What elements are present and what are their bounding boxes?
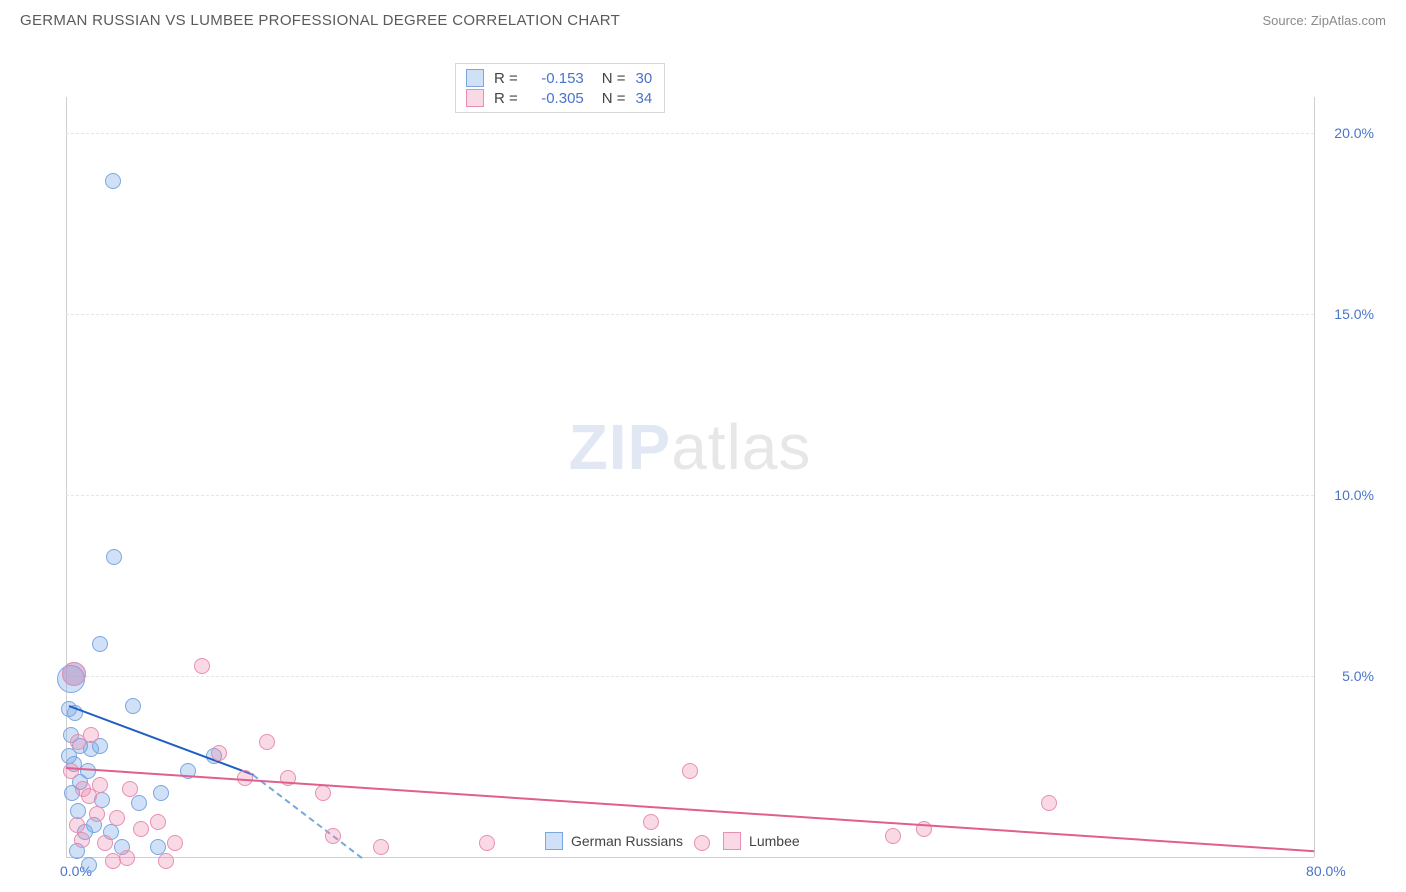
chart-header: GERMAN RUSSIAN VS LUMBEE PROFESSIONAL DE… (0, 0, 1406, 37)
data-point-lumbee (150, 814, 166, 830)
y-tick-label: 20.0% (1319, 125, 1374, 141)
data-point-lumbee (92, 777, 108, 793)
stat-swatch (466, 89, 484, 107)
legend-swatch (545, 832, 563, 850)
data-point-lumbee (133, 821, 149, 837)
data-point-lumbee (97, 835, 113, 851)
x-tick-label: 80.0% (1306, 863, 1346, 879)
chart-title: GERMAN RUSSIAN VS LUMBEE PROFESSIONAL DE… (20, 12, 620, 29)
data-point-lumbee (75, 781, 91, 797)
data-point-lumbee (74, 832, 90, 848)
y-tick-label: 15.0% (1319, 306, 1374, 322)
data-point-lumbee (167, 835, 183, 851)
y-axis-right-line (1314, 97, 1315, 857)
stat-r-value: -0.153 (528, 70, 584, 87)
data-point-lumbee (194, 658, 210, 674)
legend-label: Lumbee (749, 833, 800, 849)
gridline (66, 495, 1314, 496)
data-point-german (105, 173, 121, 189)
plot-region: ZIPatlas 5.0%10.0%15.0%20.0%0.0%80.0% (66, 97, 1314, 857)
data-point-german (131, 795, 147, 811)
y-axis-line (66, 97, 67, 857)
data-point-lumbee (62, 662, 86, 686)
legend-swatch (723, 832, 741, 850)
data-point-german (153, 785, 169, 801)
data-point-lumbee (643, 814, 659, 830)
y-tick-label: 5.0% (1319, 668, 1374, 684)
stat-r-label: R = (494, 70, 518, 87)
data-point-lumbee (682, 763, 698, 779)
data-point-lumbee (373, 839, 389, 855)
data-point-lumbee (315, 785, 331, 801)
stat-n-value: 34 (636, 90, 653, 107)
series-legend: German Russians Lumbee (545, 832, 800, 850)
data-point-lumbee (105, 853, 121, 869)
stat-r-label: R = (494, 90, 518, 107)
stat-swatch (466, 69, 484, 87)
stat-row: R = -0.153 N = 30 (466, 68, 652, 88)
watermark-atlas: atlas (671, 411, 811, 483)
data-point-lumbee (89, 806, 105, 822)
gridline (66, 676, 1314, 677)
stat-n-value: 30 (636, 70, 653, 87)
stat-n-label: N = (602, 70, 626, 87)
data-point-german (106, 549, 122, 565)
data-point-lumbee (69, 817, 85, 833)
x-axis-line (66, 857, 1314, 858)
stat-row: R = -0.305 N = 34 (466, 88, 652, 108)
data-point-lumbee (259, 734, 275, 750)
stat-n-label: N = (602, 90, 626, 107)
data-point-lumbee (479, 835, 495, 851)
y-tick-label: 10.0% (1319, 487, 1374, 503)
watermark: ZIPatlas (569, 410, 812, 484)
legend-item: German Russians (545, 832, 683, 850)
gridline (66, 314, 1314, 315)
data-point-lumbee (1041, 795, 1057, 811)
legend-label: German Russians (571, 833, 683, 849)
data-point-lumbee (119, 850, 135, 866)
data-point-lumbee (122, 781, 138, 797)
watermark-zip: ZIP (569, 411, 672, 483)
data-point-lumbee (83, 727, 99, 743)
data-point-lumbee (109, 810, 125, 826)
legend-item: Lumbee (723, 832, 800, 850)
gridline (66, 133, 1314, 134)
data-point-lumbee (158, 853, 174, 869)
stat-r-value: -0.305 (528, 90, 584, 107)
data-point-lumbee (325, 828, 341, 844)
data-point-german (81, 857, 97, 873)
correlation-stats-box: R = -0.153 N = 30 R = -0.305 N = 34 (455, 63, 665, 113)
data-point-german (70, 803, 86, 819)
chart-source: Source: ZipAtlas.com (1262, 13, 1386, 28)
data-point-german (92, 636, 108, 652)
data-point-lumbee (63, 763, 79, 779)
data-point-lumbee (885, 828, 901, 844)
data-point-german (125, 698, 141, 714)
data-point-lumbee (211, 745, 227, 761)
